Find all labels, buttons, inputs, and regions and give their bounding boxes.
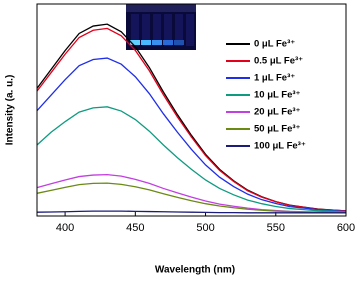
legend-label: 100 μL Fe³⁺: [254, 141, 306, 152]
inset-photo: [126, 4, 196, 50]
plot-frame: [36, 3, 347, 217]
legend-label: 10 μL Fe³⁺: [254, 90, 301, 101]
y-axis-label: Intensity (a. u.): [5, 75, 16, 146]
series-line: [36, 210, 346, 214]
legend-label: 20 μL Fe³⁺: [254, 107, 301, 118]
legend-label: 1 μL Fe³⁺: [254, 73, 295, 84]
series-line: [36, 182, 347, 214]
x-tick-label: 600: [337, 222, 355, 234]
x-tick-label: 550: [267, 222, 285, 234]
x-tick-label: 500: [196, 222, 214, 234]
legend-label: 0 μL Fe³⁺: [254, 39, 295, 50]
series-line: [36, 23, 347, 212]
x-tick-label: 450: [126, 222, 144, 234]
series-line: [36, 27, 347, 212]
x-axis-label: Wavelength (nm): [155, 265, 235, 276]
series-line: [36, 106, 347, 213]
legend-label: 0.5 μL Fe³⁺: [254, 56, 303, 67]
x-tick-label: 400: [56, 222, 74, 234]
series-line: [36, 57, 347, 212]
legend-label: 50 μL Fe³⁺: [254, 124, 301, 135]
